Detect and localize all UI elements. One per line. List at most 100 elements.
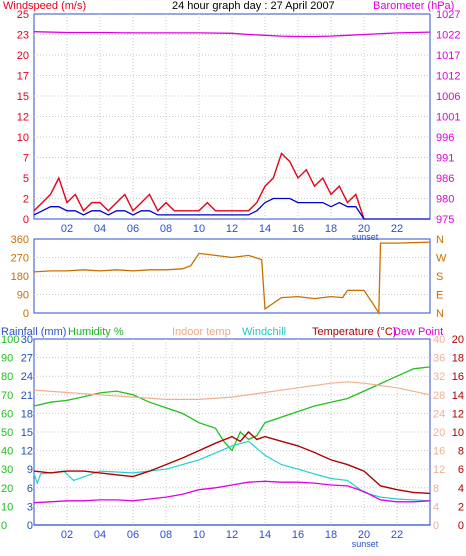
wind-right-tick: 1001 xyxy=(436,112,460,124)
wind-right-tick: 1022 xyxy=(436,30,460,42)
wind-sunset-note: sunset xyxy=(352,232,379,242)
wind-right-tick: 975 xyxy=(436,214,454,226)
indoor-tick: 4 xyxy=(433,501,439,513)
rainfall-tick: 15 xyxy=(21,427,33,439)
temperature-line xyxy=(33,431,431,495)
temp-x-tick: 16 xyxy=(292,529,304,541)
direction-right-tick: S xyxy=(436,271,443,283)
humidity-tick: 20 xyxy=(1,483,13,495)
indoor-tick: 8 xyxy=(433,483,439,495)
rainfall-tick: 6 xyxy=(27,483,33,495)
rainfall-label: Rainfall (mm) xyxy=(1,326,66,338)
rainfall-tick: 21 xyxy=(21,390,33,402)
direction-left-tick: 270 xyxy=(11,253,29,265)
direction-right-tick: N xyxy=(436,234,444,246)
temp-x-tick: 12 xyxy=(226,529,238,541)
temp-x-tick: 06 xyxy=(127,529,139,541)
wind-x-tick: 10 xyxy=(193,223,205,235)
direction-left-tick: 180 xyxy=(11,271,29,283)
temp-x-tick: 10 xyxy=(193,529,205,541)
temperature-tick: 16 xyxy=(452,371,464,383)
humidity-tick: 60 xyxy=(1,408,13,420)
humidity-label: Humidity % xyxy=(68,326,124,338)
wind-average-line xyxy=(33,197,430,220)
temperature-tick: 6 xyxy=(458,464,464,476)
wind-right-tick: 991 xyxy=(436,153,454,165)
humidity-tick: 0 xyxy=(1,520,7,532)
wind-x-tick: 12 xyxy=(226,223,238,235)
indoor-tick: 20 xyxy=(433,427,445,439)
indoor-temp-line xyxy=(33,381,431,400)
temperature-tick: 20 xyxy=(452,334,464,346)
wind-left-tick: 0 xyxy=(23,214,29,226)
wind-left-tick: 2 xyxy=(23,194,29,206)
temp-sunset-note: sunset xyxy=(352,539,379,549)
rainfall-tick: 12 xyxy=(21,446,33,458)
rainfall-tick: 18 xyxy=(21,408,33,420)
direction-right-tick: N xyxy=(436,308,444,320)
direction-right-tick: W xyxy=(436,253,447,265)
wind-x-tick: 06 xyxy=(127,223,139,235)
windspeed-line xyxy=(33,152,365,220)
wind-x-tick: 18 xyxy=(325,223,337,235)
indoor-tick: 12 xyxy=(433,464,445,476)
wind-right-tick: 1006 xyxy=(436,91,460,103)
dewpoint-label: Dew Point xyxy=(393,326,443,338)
direction-left-tick: 0 xyxy=(23,308,29,320)
wind-x-tick: 20 xyxy=(358,223,370,235)
temperature-tick: 10 xyxy=(452,427,464,439)
windchill-line xyxy=(33,440,431,502)
wind-x-tick: 04 xyxy=(94,223,106,235)
wind-left-tick: 12 xyxy=(17,112,29,124)
windspeed-label: Windspeed (m/s) xyxy=(3,0,86,12)
temperature-tick: 0 xyxy=(458,520,464,532)
wind-x-tick: 22 xyxy=(391,223,403,235)
barometer-line xyxy=(33,31,431,38)
wind-right-tick: 1012 xyxy=(436,71,460,83)
wind-right-tick: 1027 xyxy=(436,9,460,21)
wind-left-tick: 15 xyxy=(17,91,29,103)
humidity-tick: 90 xyxy=(1,353,13,365)
indoor-temp-label: Indoor temp xyxy=(172,326,231,338)
wind-x-tick: 08 xyxy=(160,223,172,235)
temperature-tick: 2 xyxy=(458,501,464,513)
wind-left-tick: 7 xyxy=(23,153,29,165)
indoor-tick: 40 xyxy=(433,334,445,346)
wind-left-tick: 25 xyxy=(17,9,29,21)
humidity-line xyxy=(33,366,431,452)
rainfall-tick: 24 xyxy=(21,371,33,383)
humidity-tick: 70 xyxy=(1,390,13,402)
temp-x-tick: 02 xyxy=(61,529,73,541)
temp-x-tick: 22 xyxy=(391,529,403,541)
wind-right-tick: 980 xyxy=(436,194,454,206)
wind-left-tick: 5 xyxy=(23,173,29,185)
series-layer xyxy=(33,31,431,526)
wind-left-tick: 10 xyxy=(17,132,29,144)
humidity-tick: 40 xyxy=(1,446,13,458)
rainfall-tick: 0 xyxy=(27,520,33,532)
wind-left-tick: 17 xyxy=(17,71,29,83)
wind-x-tick: 02 xyxy=(61,223,73,235)
humidity-tick: 50 xyxy=(1,427,13,439)
wind-left-tick: 23 xyxy=(17,30,29,42)
temperature-tick: 14 xyxy=(452,390,464,402)
rainfall-tick: 9 xyxy=(27,464,33,476)
temp-x-tick: 18 xyxy=(325,529,337,541)
wind-right-tick: 996 xyxy=(436,132,454,144)
wind-direction-line xyxy=(33,241,431,316)
graph-title: 24 hour graph day : 27 April 2007 xyxy=(172,0,335,12)
temperature-label: Temperature (°C) xyxy=(312,326,396,338)
direction-left-tick: 90 xyxy=(17,290,29,302)
indoor-tick: 16 xyxy=(433,446,445,458)
humidity-tick: 10 xyxy=(1,501,13,513)
indoor-tick: 24 xyxy=(433,408,445,420)
temp-x-tick: 04 xyxy=(94,529,106,541)
humidity-tick: 30 xyxy=(1,464,13,476)
temperature-tick: 4 xyxy=(458,483,464,495)
wind-right-tick: 1017 xyxy=(436,50,460,62)
dewpoint-line xyxy=(33,480,431,504)
temp-x-tick: 20 xyxy=(358,529,370,541)
temperature-tick: 12 xyxy=(452,408,464,420)
temperature-tick: 8 xyxy=(458,446,464,458)
